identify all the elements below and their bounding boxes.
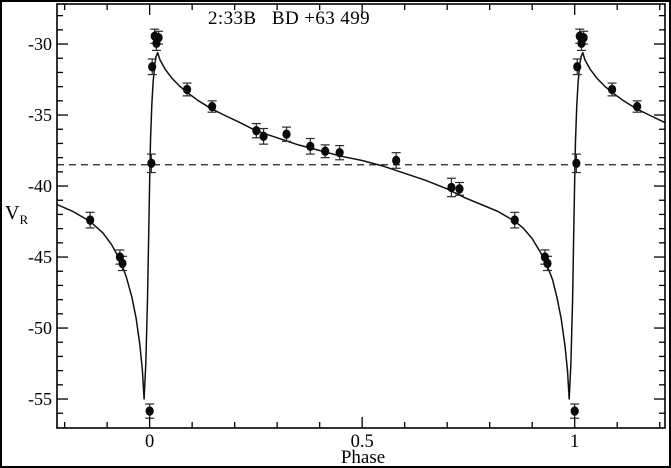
data-point (154, 32, 163, 43)
x-tick-label: 0.5 (351, 432, 374, 452)
data-point (86, 215, 95, 225)
data-point (335, 147, 344, 158)
data-point (208, 101, 217, 112)
y-tick-label: -30 (28, 34, 52, 54)
model-curve (56, 51, 666, 400)
data-point (259, 131, 268, 142)
data-point (447, 182, 456, 193)
data-point (282, 129, 291, 139)
data-point (147, 158, 156, 169)
x-tick-label: 0 (145, 432, 154, 452)
y-axis-label-main: V (5, 202, 20, 224)
plot-title: 2:33B BD +63 499 (208, 8, 371, 29)
y-tick-label: -40 (28, 176, 52, 196)
data-point (455, 184, 464, 194)
y-tick-label: -35 (28, 105, 52, 125)
data-point (118, 258, 127, 269)
y-tick-label: -45 (28, 247, 52, 267)
data-point (306, 141, 315, 151)
data-point (145, 406, 154, 416)
data-point (543, 258, 552, 269)
data-point (252, 125, 261, 136)
y-axis-label-sub: R (19, 212, 29, 227)
data-point (182, 84, 192, 95)
y-tick-label: -55 (28, 389, 52, 409)
plot-frame (56, 3, 666, 429)
data-point (633, 101, 642, 112)
data-point (570, 406, 579, 416)
x-axis-label: Phase (340, 447, 386, 468)
data-point (572, 158, 581, 169)
data-point (510, 215, 519, 225)
data-point (148, 62, 157, 72)
data-point (573, 62, 582, 72)
data-point (321, 146, 330, 156)
data-point (392, 155, 401, 166)
y-tick-label: -50 (28, 318, 52, 338)
data-point (579, 32, 588, 43)
y-axis-label: VR (5, 202, 28, 228)
data-point (607, 84, 617, 95)
x-tick-label: 1 (570, 432, 579, 452)
